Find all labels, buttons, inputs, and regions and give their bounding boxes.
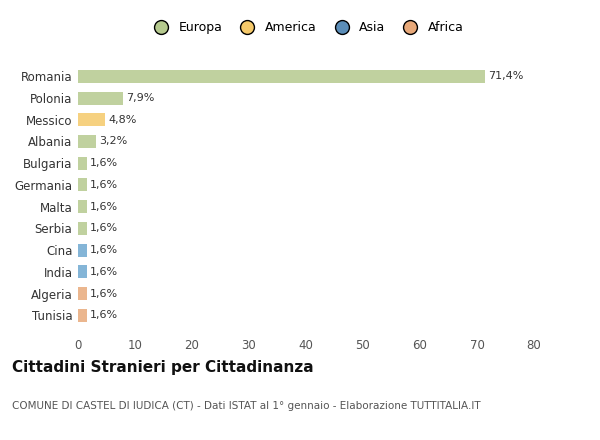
Bar [78,265,87,279]
Text: 3,2%: 3,2% [99,136,127,147]
Bar [78,92,123,105]
Legend: Europa, America, Asia, Africa: Europa, America, Asia, Africa [143,16,469,39]
Bar [78,135,96,148]
Bar [78,287,87,300]
Bar [78,70,485,83]
Bar [78,222,87,235]
Text: 1,6%: 1,6% [90,180,118,190]
Bar [78,244,87,257]
Bar [78,179,87,191]
Bar [78,157,87,170]
Text: 7,9%: 7,9% [126,93,154,103]
Text: Cittadini Stranieri per Cittadinanza: Cittadini Stranieri per Cittadinanza [12,360,314,375]
Text: 1,6%: 1,6% [90,202,118,212]
Text: 1,6%: 1,6% [90,267,118,277]
Text: 1,6%: 1,6% [90,310,118,320]
Text: 1,6%: 1,6% [90,158,118,168]
Bar [78,200,87,213]
Text: 1,6%: 1,6% [90,245,118,255]
Bar [78,309,87,322]
Text: COMUNE DI CASTEL DI IUDICA (CT) - Dati ISTAT al 1° gennaio - Elaborazione TUTTIT: COMUNE DI CASTEL DI IUDICA (CT) - Dati I… [12,401,481,411]
Text: 4,8%: 4,8% [108,115,137,125]
Text: 1,6%: 1,6% [90,224,118,233]
Text: 71,4%: 71,4% [488,71,523,81]
Bar [78,113,106,126]
Text: 1,6%: 1,6% [90,289,118,299]
